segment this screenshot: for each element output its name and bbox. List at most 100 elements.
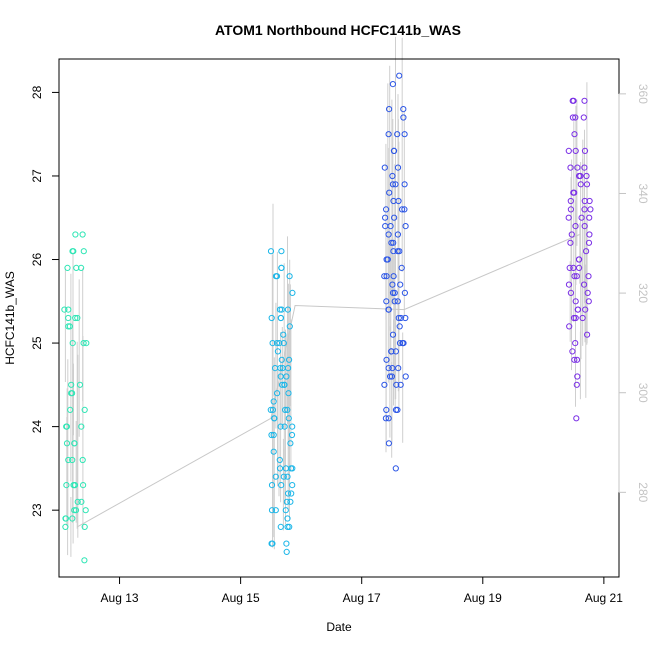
series-3-point bbox=[582, 306, 589, 313]
series-2-point bbox=[395, 314, 402, 322]
series-2-point bbox=[401, 289, 408, 296]
series-1-point bbox=[270, 448, 277, 455]
series-3-point bbox=[572, 298, 579, 305]
series-3-point bbox=[567, 239, 574, 246]
series-1-point bbox=[277, 523, 284, 531]
series-2-point bbox=[383, 356, 390, 363]
series-1-point bbox=[268, 482, 276, 489]
series-1-point bbox=[285, 390, 292, 397]
series-2-point bbox=[381, 273, 388, 280]
series-0-point bbox=[80, 248, 87, 255]
series-3-point bbox=[567, 206, 575, 213]
series-2-point bbox=[391, 298, 398, 305]
series-1-point bbox=[277, 314, 284, 322]
series-0-point bbox=[83, 340, 90, 347]
series-1-point bbox=[267, 406, 274, 413]
series-2-point bbox=[385, 131, 392, 138]
series-2-point bbox=[382, 214, 389, 221]
series-1-point bbox=[284, 306, 291, 313]
series-2-point bbox=[396, 340, 404, 347]
series-1-point bbox=[269, 340, 276, 347]
series-2-point bbox=[387, 223, 394, 230]
series-1-point bbox=[279, 381, 286, 388]
series-3-point bbox=[570, 97, 577, 104]
series-2-point bbox=[392, 348, 399, 355]
series-1-point bbox=[278, 248, 285, 255]
series-1-point bbox=[274, 390, 281, 397]
series-1-point bbox=[278, 482, 285, 489]
series-3-point bbox=[571, 273, 578, 280]
x-tick-label: Aug 19 bbox=[464, 591, 502, 605]
series-0-point bbox=[72, 314, 79, 322]
series-0-point bbox=[62, 523, 69, 531]
series-3-point bbox=[584, 289, 591, 296]
series-3-point bbox=[581, 164, 588, 171]
series-0-point bbox=[62, 515, 70, 522]
series-3-point bbox=[565, 281, 573, 288]
series-1-point bbox=[284, 406, 291, 413]
series-0-point bbox=[78, 423, 85, 430]
series-1-point bbox=[282, 406, 289, 413]
series-2-point bbox=[393, 381, 400, 388]
y-tick-label: 24 bbox=[30, 420, 44, 434]
plot-layer bbox=[61, 36, 594, 564]
y-axis-label: HCFC141b_WAS bbox=[3, 271, 17, 365]
series-0-point bbox=[65, 456, 72, 464]
x-tick-label: Aug 17 bbox=[343, 591, 381, 605]
series-1-point bbox=[289, 423, 296, 430]
series-3-point bbox=[571, 131, 578, 138]
series-3-point bbox=[585, 239, 593, 246]
series-3-point bbox=[574, 306, 581, 313]
series-3-point bbox=[581, 197, 588, 205]
series-0-point bbox=[66, 323, 74, 330]
series-3-point bbox=[581, 281, 588, 288]
series-1-point bbox=[276, 465, 284, 472]
series-3-point bbox=[573, 415, 580, 422]
series-1-point bbox=[272, 507, 279, 514]
series-0-point bbox=[63, 423, 70, 430]
series-2-point bbox=[390, 248, 397, 255]
series-2-point bbox=[383, 273, 390, 280]
series-1-point bbox=[289, 465, 296, 472]
series-1-point bbox=[285, 490, 292, 497]
series-3-point bbox=[574, 164, 581, 171]
series-1-point bbox=[281, 423, 288, 430]
series-1-point bbox=[285, 415, 292, 422]
series-1-point bbox=[274, 348, 281, 355]
series-2-point bbox=[400, 114, 407, 121]
series-2-point bbox=[392, 406, 400, 413]
series-3-point bbox=[569, 348, 576, 355]
series-1-point bbox=[268, 314, 275, 322]
series-2-point bbox=[402, 373, 409, 380]
series-2-point bbox=[402, 223, 409, 230]
series-1-point bbox=[278, 356, 285, 363]
series-1-point bbox=[289, 289, 296, 296]
series-0-point bbox=[81, 557, 88, 564]
series-1-point bbox=[289, 482, 296, 489]
series-2-point bbox=[389, 365, 396, 372]
series-0-point bbox=[65, 306, 72, 313]
series-1-point bbox=[286, 323, 293, 330]
series-2-point bbox=[385, 306, 392, 313]
series-0-point bbox=[69, 340, 76, 347]
series-0-point bbox=[69, 515, 76, 522]
series-1-point bbox=[288, 431, 296, 439]
series-3-point bbox=[572, 114, 579, 121]
series-3-point bbox=[572, 340, 579, 347]
series-1-point bbox=[282, 465, 290, 472]
series-1-point bbox=[287, 440, 294, 447]
series-2-point bbox=[391, 214, 398, 221]
series-1-point bbox=[272, 473, 279, 480]
series-2-point bbox=[389, 172, 396, 180]
series-0-point bbox=[68, 390, 75, 397]
y-tick-label: 28 bbox=[30, 85, 44, 99]
series-3-point bbox=[576, 264, 583, 271]
series-2-point bbox=[402, 314, 409, 322]
series-3-point bbox=[573, 273, 580, 280]
y-right-tick-label: 280 bbox=[636, 482, 650, 502]
series-2-point bbox=[381, 381, 388, 388]
series-2-point bbox=[399, 340, 406, 347]
series-2-point bbox=[396, 323, 403, 330]
series-3-point bbox=[581, 223, 588, 230]
